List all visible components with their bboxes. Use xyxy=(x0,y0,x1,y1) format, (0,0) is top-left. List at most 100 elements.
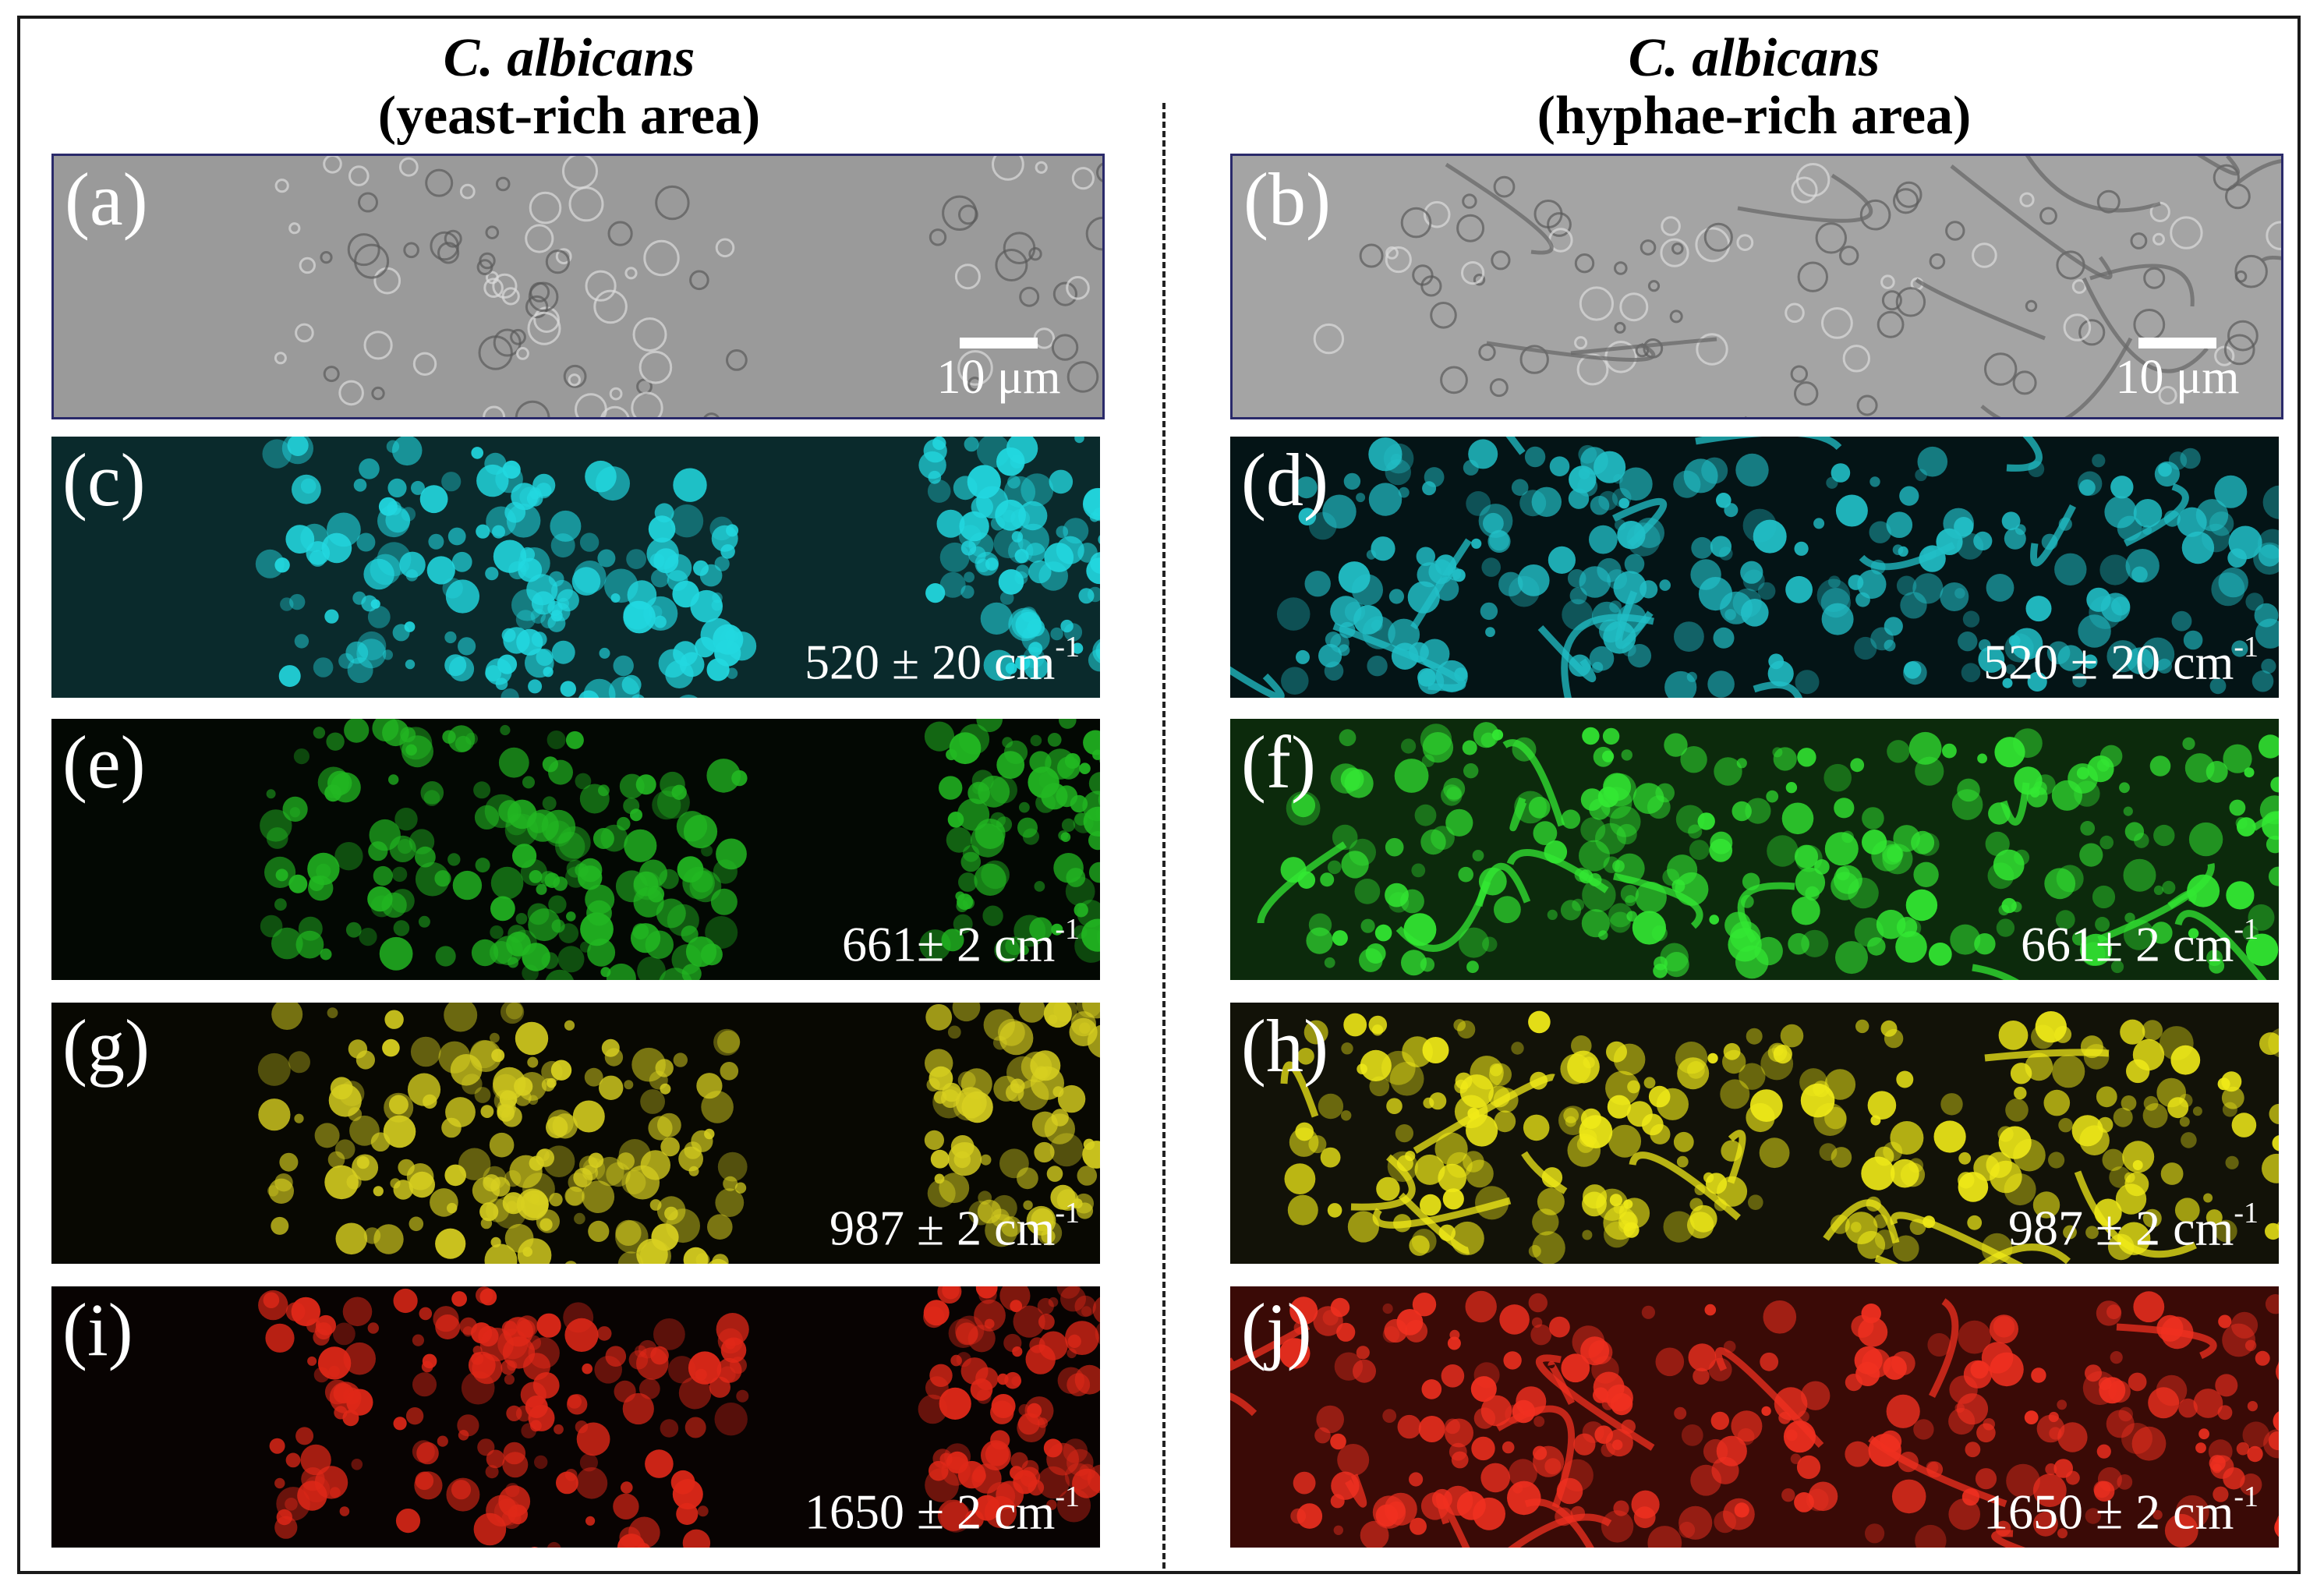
cell-blob xyxy=(490,1032,500,1043)
cell-blob xyxy=(2110,476,2134,499)
cell-blob xyxy=(2071,279,2087,294)
cell-blob xyxy=(2230,1311,2259,1339)
cell-blob xyxy=(506,932,531,957)
raman-band-label: 661± 2 cm-1 xyxy=(842,915,1080,969)
hypha-strand xyxy=(2167,890,2197,909)
hypha-strand xyxy=(1613,872,1703,929)
cell-blob xyxy=(1957,778,1980,802)
cell-blob xyxy=(1395,1124,1413,1143)
cell-blob xyxy=(605,1346,627,1367)
cell-blob xyxy=(1038,1331,1068,1360)
cell-blob xyxy=(1434,1132,1468,1166)
cell-blob xyxy=(946,827,972,853)
cell-blob xyxy=(715,238,735,258)
cell-blob xyxy=(299,256,316,274)
cell-blob xyxy=(635,774,656,795)
cell-blob xyxy=(498,747,529,778)
cell-blob xyxy=(1582,1229,1593,1240)
cell-blob xyxy=(1739,1063,1766,1090)
cell-blob xyxy=(670,1470,695,1495)
cell-blob xyxy=(2177,507,2207,537)
cell-blob xyxy=(1360,918,1375,933)
cell-blob xyxy=(495,176,511,192)
cell-blob xyxy=(585,1516,596,1526)
cell-blob xyxy=(2099,835,2114,850)
cell-blob xyxy=(1855,592,1870,607)
cell-blob xyxy=(2170,1045,2201,1075)
raman-band-unit-exponent: -1 xyxy=(1055,1196,1080,1229)
cell-blob xyxy=(1007,475,1021,489)
cell-blob xyxy=(1688,824,1703,839)
cell-blob xyxy=(363,558,394,590)
cell-blob xyxy=(545,249,571,274)
cell-blob xyxy=(420,781,444,805)
cell-blob xyxy=(528,281,559,313)
cell-blob xyxy=(474,1087,491,1103)
cell-blob xyxy=(1489,1063,1503,1077)
cell-blob xyxy=(679,695,698,698)
cell-blob xyxy=(278,665,301,688)
cell-blob xyxy=(412,352,437,376)
hypha-strand xyxy=(1737,173,1873,223)
cell-blob xyxy=(1795,163,1831,197)
cell-blob xyxy=(1719,547,1733,561)
cell-blob xyxy=(714,1403,748,1436)
cell-blob xyxy=(2133,499,2163,528)
cell-blob xyxy=(1677,1057,1710,1090)
cell-blob xyxy=(712,1254,729,1264)
cell-blob xyxy=(528,679,543,694)
cell-blob xyxy=(1993,1316,2015,1338)
cell-blob xyxy=(2019,192,2035,207)
cell-blob xyxy=(1481,557,1501,577)
cell-blob xyxy=(371,386,385,401)
cell-blob xyxy=(564,1186,584,1206)
cell-blob xyxy=(2110,1351,2123,1364)
raman-band-value: 520 ± 20 cm xyxy=(805,634,1056,689)
cell-blob xyxy=(571,567,601,596)
cell-blob xyxy=(1710,1411,1729,1431)
cell-blob xyxy=(1602,727,1620,745)
cell-blob xyxy=(972,1469,986,1483)
cell-blob xyxy=(2180,448,2201,469)
cell-blob xyxy=(1017,1167,1038,1190)
cell-blob xyxy=(2011,628,2043,660)
cell-blob xyxy=(421,1360,433,1373)
cell-blob xyxy=(2268,1431,2279,1451)
cell-blob xyxy=(2148,1387,2180,1419)
cell-blob xyxy=(327,512,361,547)
cell-blob xyxy=(274,898,287,911)
cell-blob xyxy=(536,883,547,895)
cell-blob xyxy=(649,1199,662,1211)
cell-blob xyxy=(2110,960,2124,974)
cell-blob xyxy=(1565,1116,1576,1127)
cell-blob xyxy=(1643,1077,1656,1089)
cell-blob xyxy=(1445,808,1473,837)
scale-bar-line xyxy=(960,338,1038,348)
cell-blob xyxy=(706,658,730,681)
cell-blob xyxy=(1304,571,1331,597)
cell-blob xyxy=(624,829,657,862)
cell-blob xyxy=(2058,1118,2073,1133)
cell-blob xyxy=(575,393,607,417)
cell-blob xyxy=(257,1052,291,1086)
cell-blob xyxy=(688,1351,722,1385)
cell-blob xyxy=(1074,1295,1096,1318)
cell-blob xyxy=(1742,569,1765,592)
cell-blob xyxy=(1461,261,1485,285)
cell-blob xyxy=(1532,1208,1559,1236)
cell-blob xyxy=(419,1307,433,1321)
raman-band-unit-exponent: -1 xyxy=(2234,1480,2259,1513)
cell-blob xyxy=(1509,575,1540,607)
cell-blob xyxy=(1821,603,1854,635)
cell-blob xyxy=(1303,1020,1328,1045)
cell-blob xyxy=(1471,538,1482,549)
cell-blob xyxy=(451,1480,472,1500)
cell-blob xyxy=(2254,603,2279,628)
cell-blob xyxy=(1028,1479,1045,1496)
cell-blob xyxy=(348,165,370,186)
cell-blob xyxy=(604,568,638,603)
cell-blob xyxy=(632,923,649,940)
cell-blob xyxy=(444,1003,478,1032)
cell-blob xyxy=(953,1151,971,1169)
cell-blob xyxy=(276,1487,310,1521)
